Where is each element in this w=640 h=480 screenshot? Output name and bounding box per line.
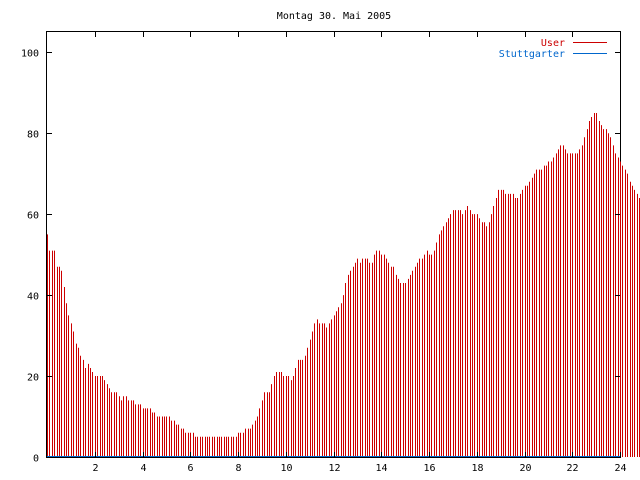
y-tick-label: 100 — [21, 49, 39, 60]
x-tick-label: 14 — [375, 463, 387, 474]
x-tick-label: 2 — [92, 463, 98, 474]
x-tick-label: 12 — [328, 463, 340, 474]
x-tick-label: 18 — [471, 463, 483, 474]
x-tick-label: 4 — [140, 463, 146, 474]
y-axis: 0 20 40 60 80 100 — [21, 49, 620, 465]
x-tick-label: 8 — [235, 463, 241, 474]
x-tick-label: 24 — [614, 463, 626, 474]
y-tick-label: 60 — [27, 211, 39, 222]
chart-title: Montag 30. Mai 2005 — [277, 11, 391, 22]
x-axis: 2 4 6 8 10 12 14 16 18 20 22 24 — [92, 32, 627, 474]
y-tick-label: 20 — [27, 373, 39, 384]
y-tick-label: 0 — [33, 454, 39, 465]
y-tick-label: 40 — [27, 292, 39, 303]
legend-label: User — [541, 38, 565, 49]
legend-label: Stuttgarter — [499, 49, 565, 60]
y-tick-label: 80 — [27, 130, 39, 141]
x-tick-label: 20 — [519, 463, 531, 474]
x-tick-label: 22 — [566, 463, 578, 474]
x-tick-label: 16 — [423, 463, 435, 474]
x-tick-label: 10 — [280, 463, 292, 474]
x-tick-label: 6 — [187, 463, 193, 474]
bars-layer — [47, 112, 640, 457]
